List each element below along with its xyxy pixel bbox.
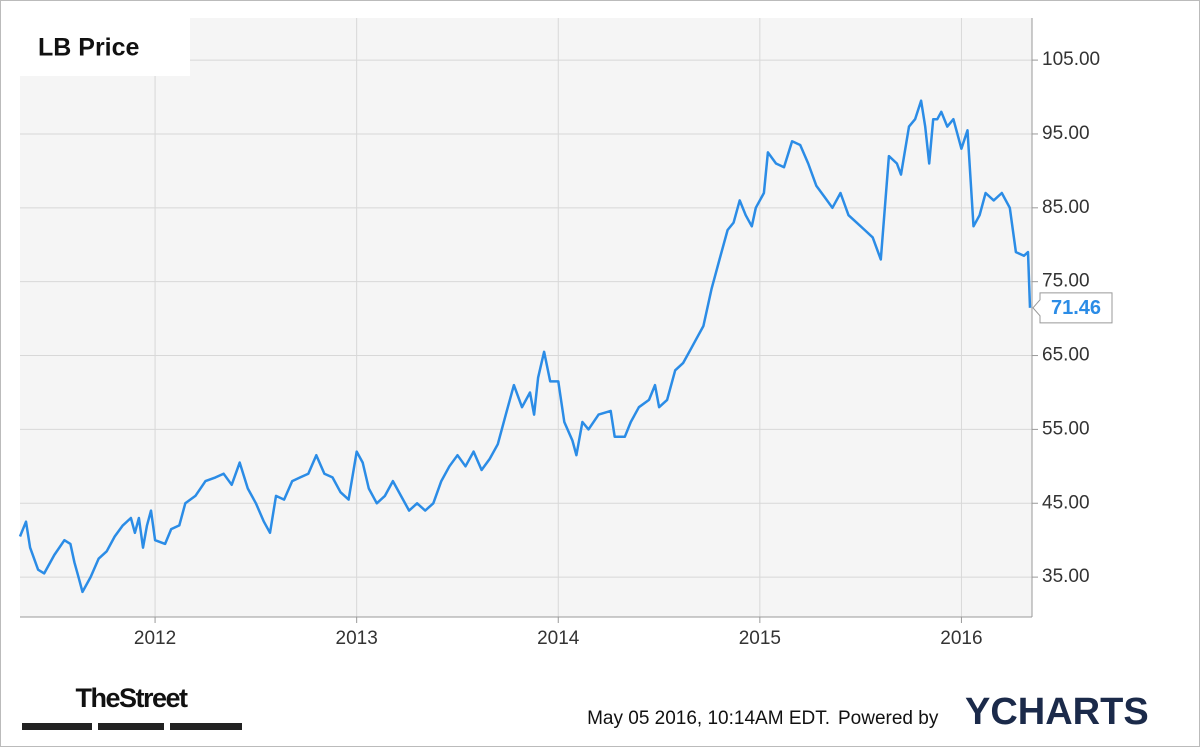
logo-bar — [170, 723, 242, 730]
y-tick-label: 35.00 — [1042, 566, 1090, 587]
last-value-label: 71.46 — [1051, 297, 1101, 319]
logo-bar — [22, 723, 92, 730]
y-tick-label: 75.00 — [1042, 271, 1090, 292]
x-tick-label: 2013 — [336, 628, 378, 649]
plot-area — [20, 18, 1032, 617]
brand-logo: YCHARTS — [965, 691, 1149, 733]
timestamp: May 05 2016, 10:14AM EDT. — [587, 708, 830, 729]
chart-title: LB Price — [38, 34, 140, 62]
y-tick-label: 45.00 — [1042, 492, 1090, 513]
y-tick-label: 65.00 — [1042, 345, 1090, 366]
powered-by: Powered by — [838, 708, 939, 729]
y-tick-label: 85.00 — [1042, 197, 1090, 218]
x-tick-label: 2015 — [739, 628, 781, 649]
source-logo: TheStreet — [75, 683, 188, 713]
x-tick-label: 2014 — [537, 628, 580, 649]
y-tick-label: 95.00 — [1042, 123, 1090, 144]
x-tick-label: 2016 — [940, 628, 982, 649]
title-box — [20, 18, 190, 76]
x-tick-label: 2012 — [134, 628, 176, 649]
y-tick-label: 105.00 — [1042, 49, 1100, 70]
price-line — [18, 99, 1032, 594]
last-value-box — [1032, 292, 1113, 324]
y-tick-label: 55.00 — [1042, 418, 1090, 439]
logo-bar — [98, 723, 164, 730]
